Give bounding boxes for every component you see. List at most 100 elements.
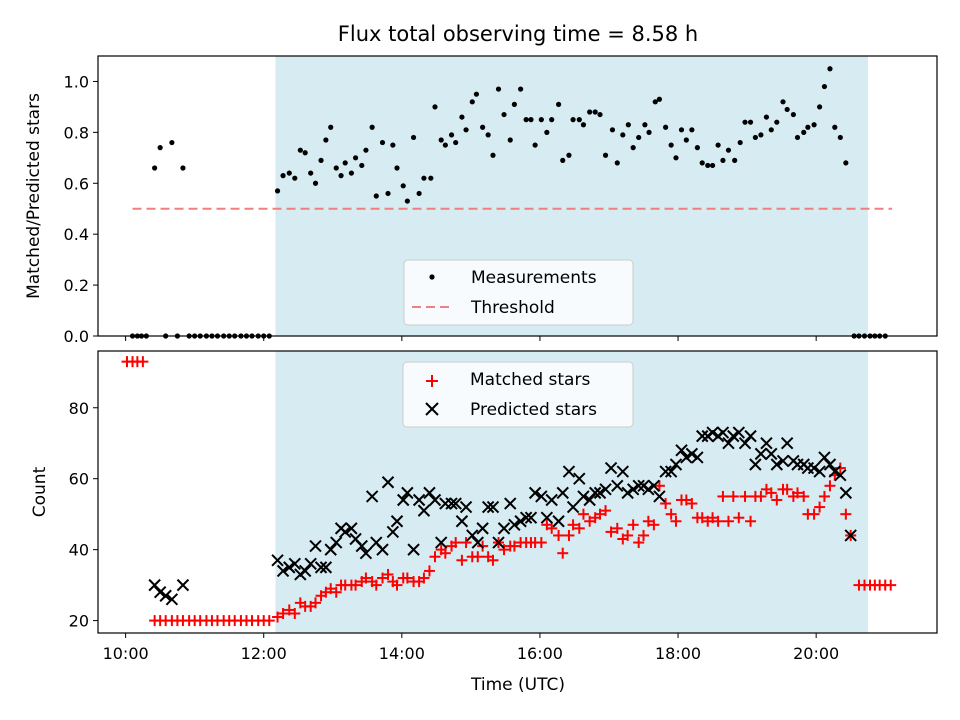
measurement-point xyxy=(333,165,339,171)
predicted-star-marker xyxy=(738,437,752,450)
measurement-point xyxy=(614,160,620,166)
predicted-star-marker xyxy=(481,500,495,514)
predicted-star-marker xyxy=(466,529,479,542)
measurement-point xyxy=(652,99,658,105)
predicted-star-marker xyxy=(807,461,821,475)
matched-star-marker xyxy=(401,572,413,584)
measurement-point xyxy=(453,139,459,146)
matched-star-marker xyxy=(633,537,645,549)
predicted-star-marker xyxy=(381,476,395,489)
measurement-point xyxy=(668,142,674,148)
matched-legend-label: Matched stars xyxy=(470,370,590,390)
measurement-point xyxy=(469,99,475,105)
measurement-point xyxy=(560,157,566,163)
x-tick-label: 16:00 xyxy=(517,644,563,663)
matched-star-marker xyxy=(456,554,468,566)
matched-star-marker xyxy=(283,604,295,616)
matched-star-marker xyxy=(680,494,692,506)
measurement-point xyxy=(673,155,679,161)
predicted-star-marker xyxy=(508,518,521,532)
measurement-point xyxy=(742,119,748,125)
matched-star-marker xyxy=(622,529,634,541)
measurement-point xyxy=(318,157,324,163)
matched-stars-points xyxy=(121,356,897,627)
measurement-point xyxy=(373,193,379,199)
bottom-y-tick-label: 40 xyxy=(69,541,89,560)
predicted-star-marker xyxy=(706,426,719,439)
predicted-star-marker xyxy=(445,497,458,510)
matched-star-marker xyxy=(808,508,820,520)
matched-star-marker xyxy=(686,498,698,510)
measurement-point xyxy=(511,101,517,107)
measurement-point xyxy=(636,134,642,141)
predicted-star-marker xyxy=(476,522,489,535)
measurement-point xyxy=(442,142,448,148)
matched-star-marker xyxy=(423,565,435,577)
measurement-point xyxy=(689,127,695,133)
predicted-star-marker xyxy=(604,461,618,475)
matched-star-marker xyxy=(792,487,804,499)
measurement-point xyxy=(737,139,743,146)
measurement-point xyxy=(463,127,469,133)
matched-star-marker xyxy=(745,515,757,527)
top-y-axis-label: Matched/Predicted stars xyxy=(24,93,44,299)
predicted-star-marker xyxy=(304,557,317,571)
predicted-star-marker xyxy=(562,465,576,478)
measurement-point xyxy=(732,157,738,163)
predicted-star-marker xyxy=(659,465,672,478)
top-y-tick-label: 1.0 xyxy=(64,72,89,91)
predicted-star-marker xyxy=(535,490,548,503)
predicted-star-marker xyxy=(153,586,167,599)
measurement-point xyxy=(602,152,609,158)
measurement-point xyxy=(323,137,329,143)
matched-star-marker xyxy=(546,522,558,534)
measurement-point xyxy=(485,132,491,138)
predicted-star-marker xyxy=(621,486,634,500)
predicted-star-marker xyxy=(765,447,778,461)
matched-star-marker xyxy=(798,490,810,502)
measurement-point xyxy=(555,101,562,107)
matched-star-marker xyxy=(137,356,149,368)
predicted-star-marker xyxy=(556,486,569,500)
measurement-point xyxy=(328,124,334,130)
predicted-star-marker xyxy=(818,451,831,464)
predicted-star-marker xyxy=(599,483,612,496)
predicted-star-marker xyxy=(611,479,624,492)
matched-star-marker xyxy=(450,537,462,549)
measurement-point xyxy=(292,175,298,181)
predicted-star-marker xyxy=(828,465,842,478)
predicted-star-marker xyxy=(732,426,746,439)
predicted-star-marker xyxy=(691,451,704,464)
threshold-legend-label: Threshold xyxy=(470,298,555,318)
predicted-star-marker xyxy=(298,564,312,578)
measurement-point xyxy=(832,124,838,130)
top-y-tick-label: 0.0 xyxy=(64,327,89,346)
predicted-star-marker xyxy=(626,483,640,496)
predicted-star-marker xyxy=(593,486,607,500)
measurement-point xyxy=(180,165,186,171)
measurement-point xyxy=(152,165,158,171)
measurement-point xyxy=(352,155,359,161)
predicted-star-marker xyxy=(583,493,596,507)
matched-star-marker xyxy=(553,529,565,541)
top-plot-frame xyxy=(97,55,938,337)
predicted-star-marker xyxy=(401,486,414,500)
measurement-point xyxy=(549,117,555,123)
matched-star-marker xyxy=(370,579,382,591)
predicted-star-marker xyxy=(540,511,554,524)
matched-star-marker xyxy=(717,490,729,502)
predicted-star-marker xyxy=(566,500,580,514)
predicted-star-marker xyxy=(770,458,784,471)
predicted-star-marker xyxy=(176,578,190,592)
measurement-point xyxy=(837,134,843,141)
top-y-tick-label: 0.2 xyxy=(64,276,89,295)
predicted-star-marker xyxy=(519,511,533,524)
measurement-point xyxy=(394,165,400,171)
measurement-point xyxy=(780,99,786,105)
measurement-point xyxy=(448,132,455,138)
measurement-point xyxy=(642,122,648,128)
top-x-axis-ticks xyxy=(125,336,817,341)
predicted-star-marker xyxy=(159,589,172,602)
matched-star-marker xyxy=(498,544,510,556)
